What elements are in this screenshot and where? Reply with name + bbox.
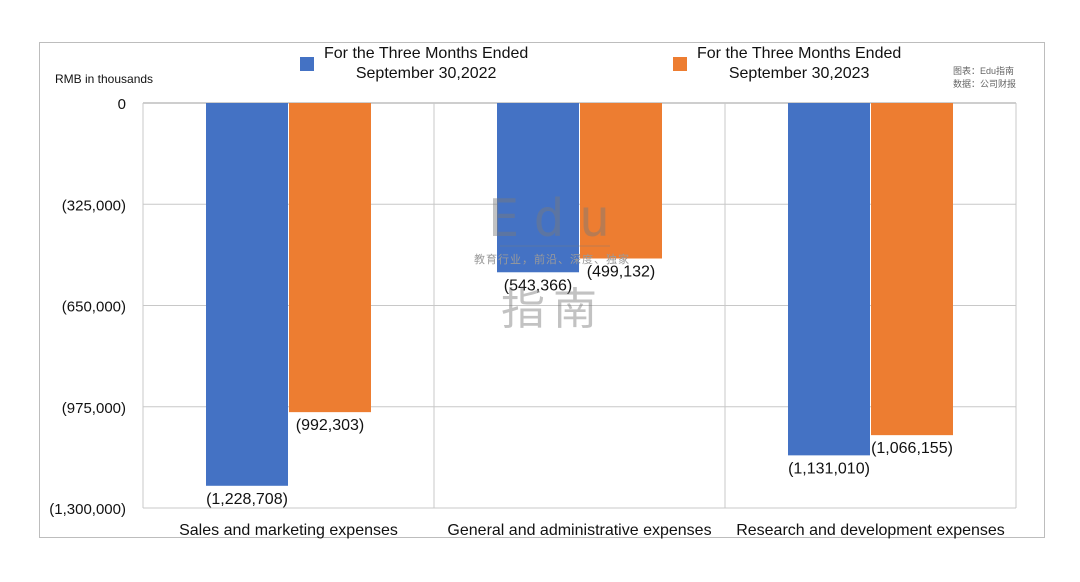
data-label: (1,066,155) [871, 440, 953, 457]
data-label: (1,131,010) [788, 460, 870, 477]
watermark-tagline: 教育行业，前沿、深度、独家 [474, 254, 630, 266]
legend-label-2022: For the Three Months Ended September 30,… [324, 45, 529, 82]
bar [497, 103, 579, 273]
legend-item-2023: For the Three Months Ended September 30,… [673, 44, 901, 84]
y-tick-label: (325,000) [62, 197, 126, 214]
bar [871, 103, 953, 436]
legend-swatch-2023 [673, 57, 687, 71]
legend-label-2023: For the Three Months Ended September 30,… [697, 45, 902, 82]
y-tick-label: (975,000) [62, 400, 126, 417]
data-label: (543,366) [504, 277, 573, 294]
data-label: (499,132) [587, 263, 656, 280]
data-label: (1,228,708) [206, 491, 288, 508]
chart-frame [39, 42, 1045, 538]
legend-item-2022: For the Three Months Ended September 30,… [300, 44, 528, 84]
watermark-logo-bottom: 指南 [501, 284, 605, 335]
bar [788, 103, 870, 456]
y-tick-label: (1,300,000) [49, 501, 126, 518]
credit-line-chart: 图表：Edu指南 [953, 66, 1015, 76]
y-axis-unit-label: RMB in thousands [55, 72, 154, 86]
y-tick-label: (650,000) [62, 299, 126, 316]
credit-line-data: 数据：公司财报 [953, 79, 1017, 89]
legend-swatch-2022 [300, 57, 314, 71]
bar [580, 103, 662, 259]
watermark-logo-top: Edu [488, 189, 624, 249]
y-tick-label: 0 [118, 96, 126, 113]
x-tick-label: Research and development expenses [736, 522, 1005, 539]
chart-credit: 图表：Edu指南 数据：公司财报 [953, 65, 1016, 91]
x-tick-label: Sales and marketing expenses [179, 522, 398, 539]
bar [206, 103, 288, 486]
bar [289, 103, 371, 413]
data-label: (992,303) [296, 417, 365, 434]
x-tick-label: General and administrative expenses [447, 522, 711, 539]
